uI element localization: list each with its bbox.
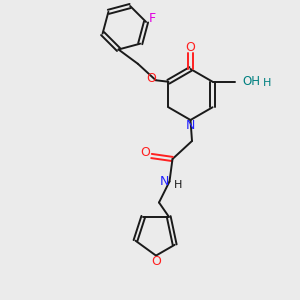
Text: H: H bbox=[262, 78, 271, 88]
Text: O: O bbox=[151, 255, 161, 268]
Text: O: O bbox=[141, 146, 150, 159]
Text: OH: OH bbox=[243, 75, 261, 88]
Text: H: H bbox=[174, 179, 182, 190]
Text: F: F bbox=[149, 12, 156, 25]
Text: N: N bbox=[159, 175, 169, 188]
Text: O: O bbox=[146, 72, 156, 85]
Text: N: N bbox=[186, 119, 195, 132]
Text: O: O bbox=[186, 41, 195, 54]
